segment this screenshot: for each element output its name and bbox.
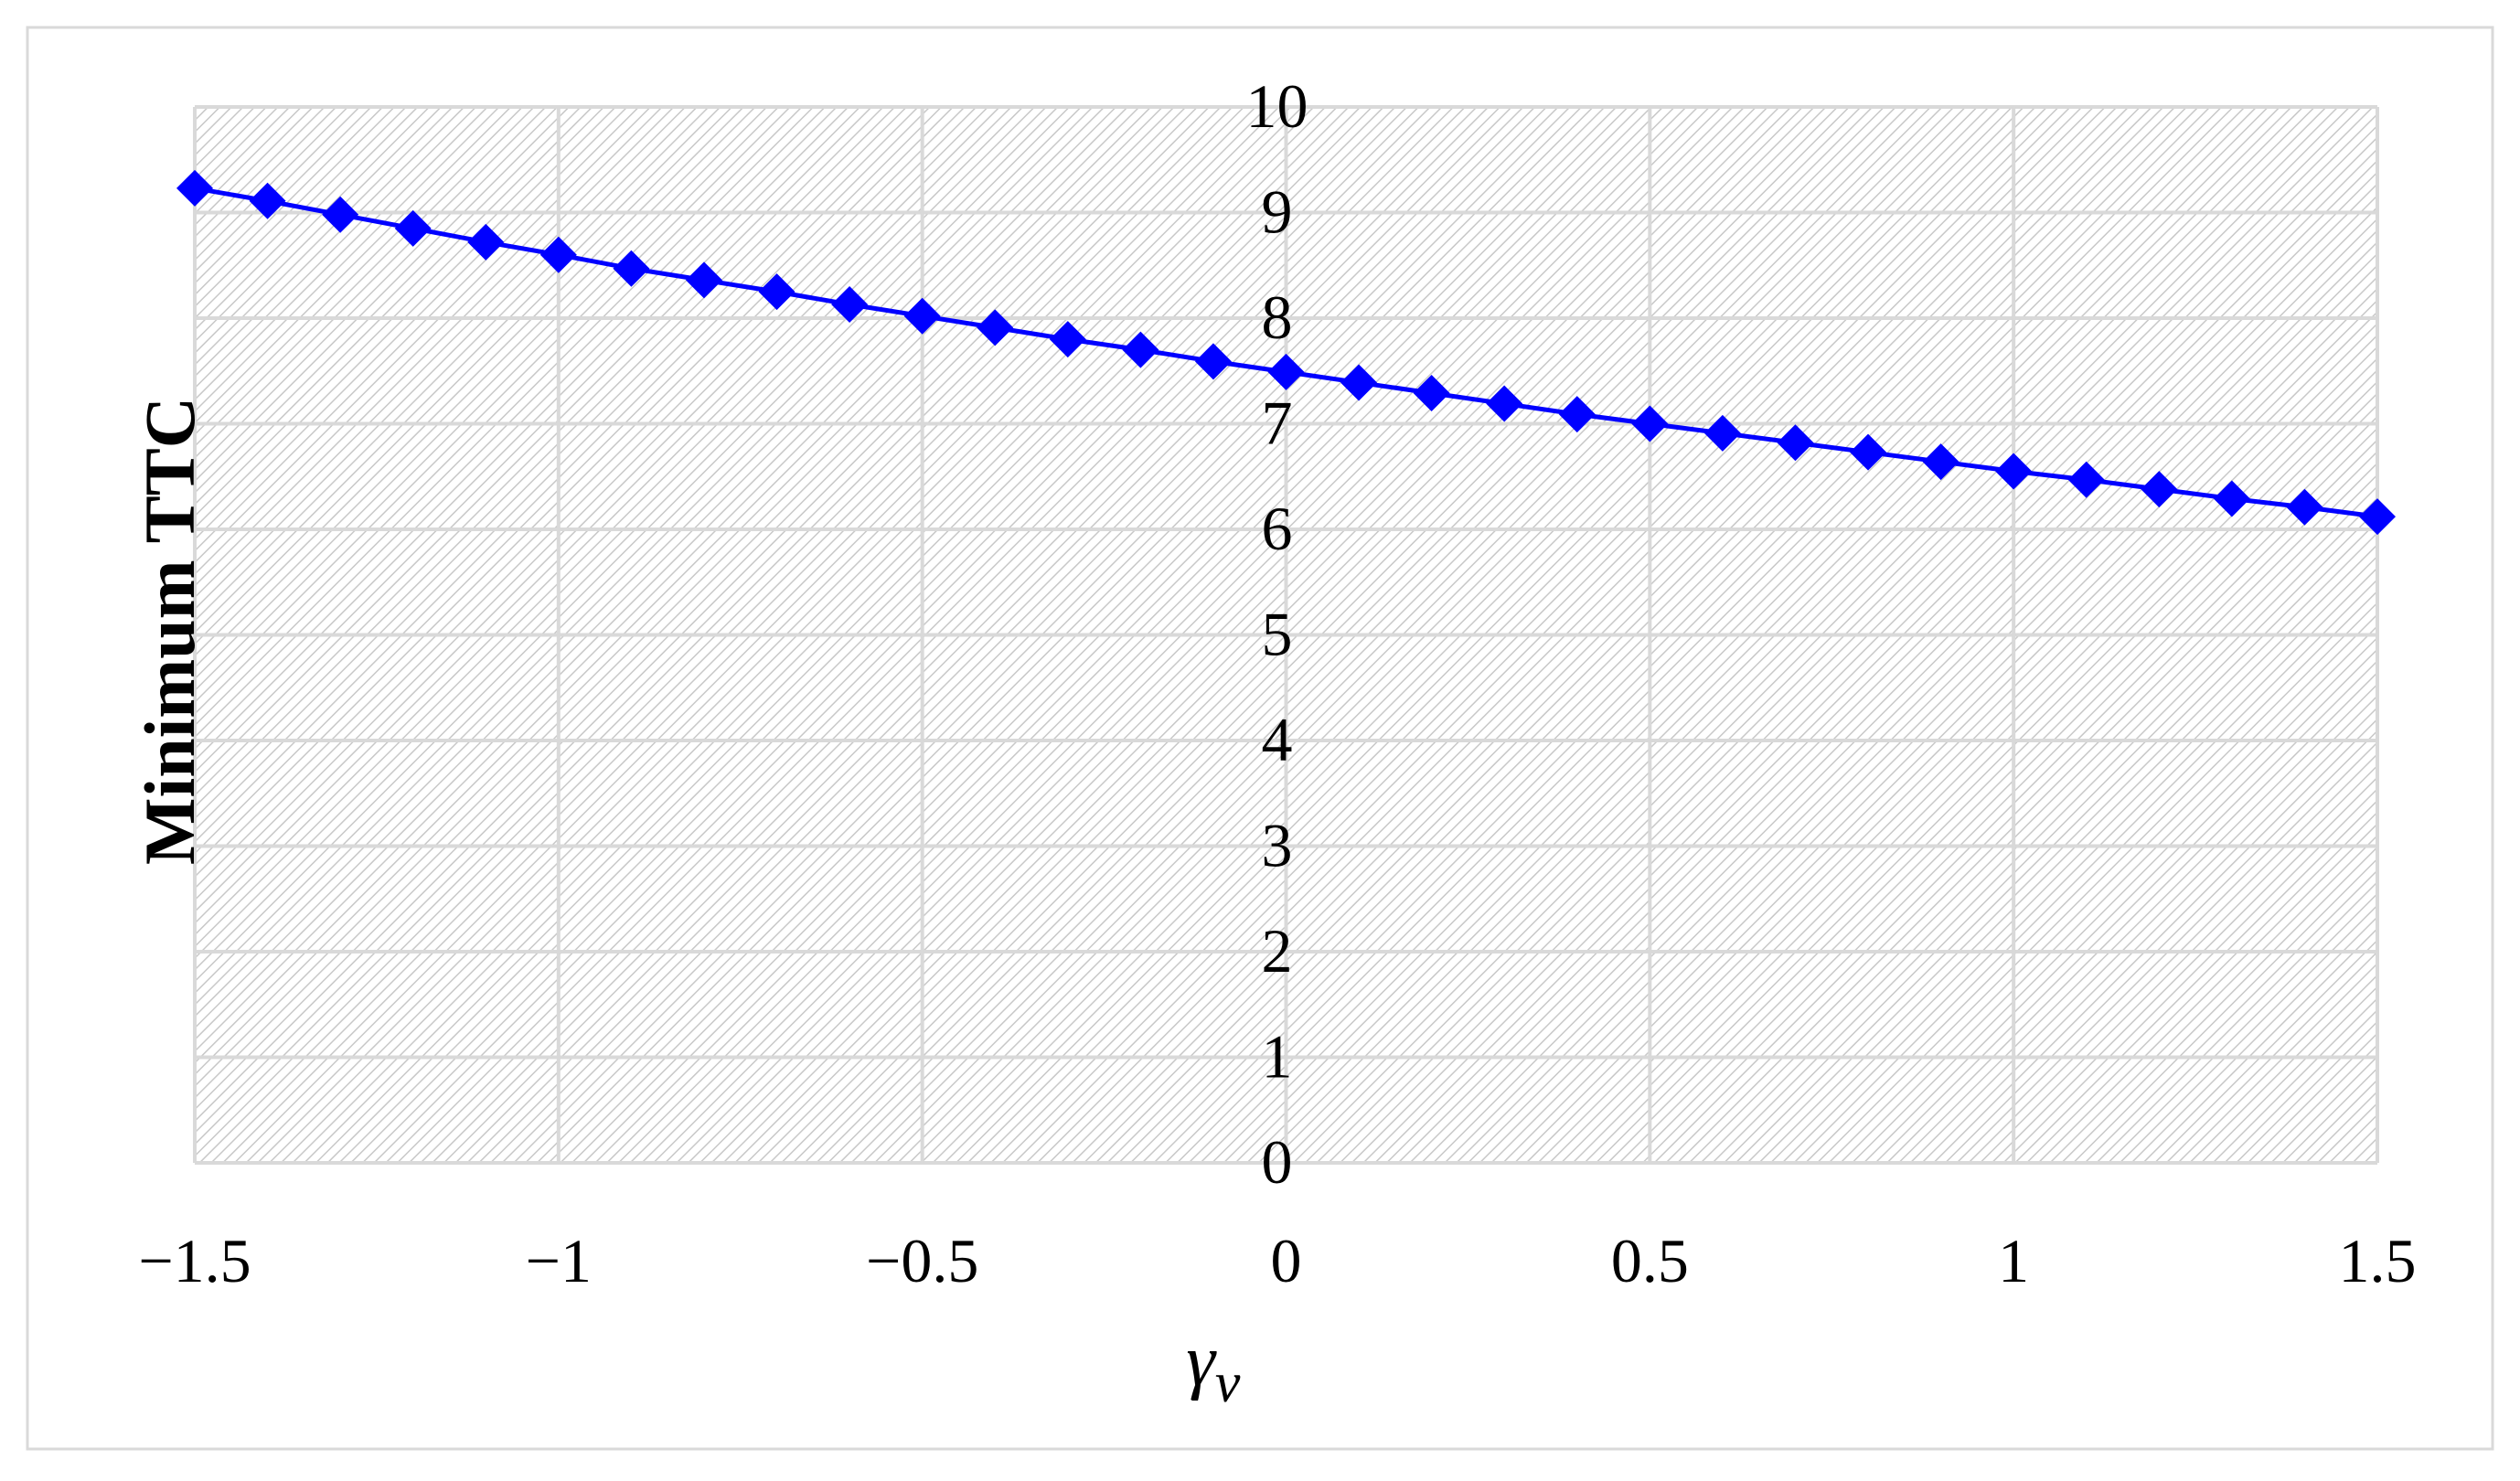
y-tick-label-4: 4 (1262, 705, 1293, 774)
y-tick-label-0: 0 (1262, 1127, 1293, 1197)
y-tick-label-9: 9 (1262, 177, 1293, 247)
y-tick-label-3: 3 (1262, 811, 1293, 880)
y-tick-label-5: 5 (1262, 600, 1293, 669)
data-point-30 (2359, 498, 2396, 536)
y-tick-label-7: 7 (1262, 389, 1293, 458)
data-point-12 (1049, 321, 1086, 358)
data-point-16 (1340, 364, 1378, 401)
x-axis-title: γv (1186, 1321, 1241, 1414)
gridlines (193, 105, 2379, 1165)
data-point-23 (1850, 433, 1887, 471)
data-point-2 (322, 196, 359, 233)
x-tick-label-0: −1.5 (138, 1226, 251, 1295)
data-point-26 (2067, 461, 2105, 498)
data-point-8 (758, 273, 796, 311)
y-tick-label-1: 1 (1262, 1022, 1293, 1092)
x-axis-tick-labels: −1.5 −1 −0.5 0 0.5 1 1.5 (138, 1226, 2416, 1295)
data-point-25 (1995, 453, 2033, 490)
data-point-5 (539, 236, 577, 273)
data-point-20 (1631, 405, 1669, 442)
data-point-3 (394, 209, 432, 247)
data-point-15 (1267, 353, 1305, 390)
series-layer (176, 169, 2396, 536)
x-tick-label-3: 0 (1271, 1226, 1302, 1295)
x-tick-label-2: −0.5 (866, 1226, 978, 1295)
data-point-13 (1122, 331, 1159, 368)
y-axis-tick-labels: 0 1 2 3 4 5 6 7 8 9 10 (1246, 71, 1308, 1197)
data-point-19 (1558, 396, 1596, 433)
x-tick-label-4: 0.5 (1611, 1226, 1689, 1295)
data-point-28 (2213, 480, 2250, 517)
data-point-17 (1413, 375, 1450, 412)
data-point-29 (2286, 488, 2323, 526)
x-tick-label-1: −1 (526, 1226, 592, 1295)
data-point-27 (2141, 471, 2178, 508)
x-tick-label-6: 1.5 (2339, 1226, 2417, 1295)
y-tick-label-2: 2 (1262, 916, 1293, 986)
data-point-0 (176, 169, 213, 207)
x-tick-label-5: 1 (1998, 1226, 2029, 1295)
data-point-11 (977, 309, 1014, 346)
y-tick-label-8: 8 (1262, 282, 1293, 352)
data-point-10 (903, 297, 941, 335)
data-point-24 (1922, 443, 1959, 481)
y-tick-label-10: 10 (1246, 71, 1308, 141)
data-point-22 (1777, 424, 1814, 462)
data-point-7 (685, 261, 722, 299)
data-point-9 (831, 285, 869, 323)
data-point-4 (467, 223, 505, 261)
y-tick-label-6: 6 (1262, 494, 1293, 563)
x-axis-title-subscript: v (1215, 1352, 1241, 1414)
x-axis-title-symbol: γ (1186, 1321, 1217, 1401)
data-point-21 (1703, 414, 1741, 452)
data-point-6 (613, 250, 650, 287)
data-point-18 (1486, 385, 1523, 422)
data-point-1 (249, 182, 286, 219)
data-point-14 (1194, 343, 1232, 380)
y-axis-title: Minimum TTC (130, 397, 209, 865)
